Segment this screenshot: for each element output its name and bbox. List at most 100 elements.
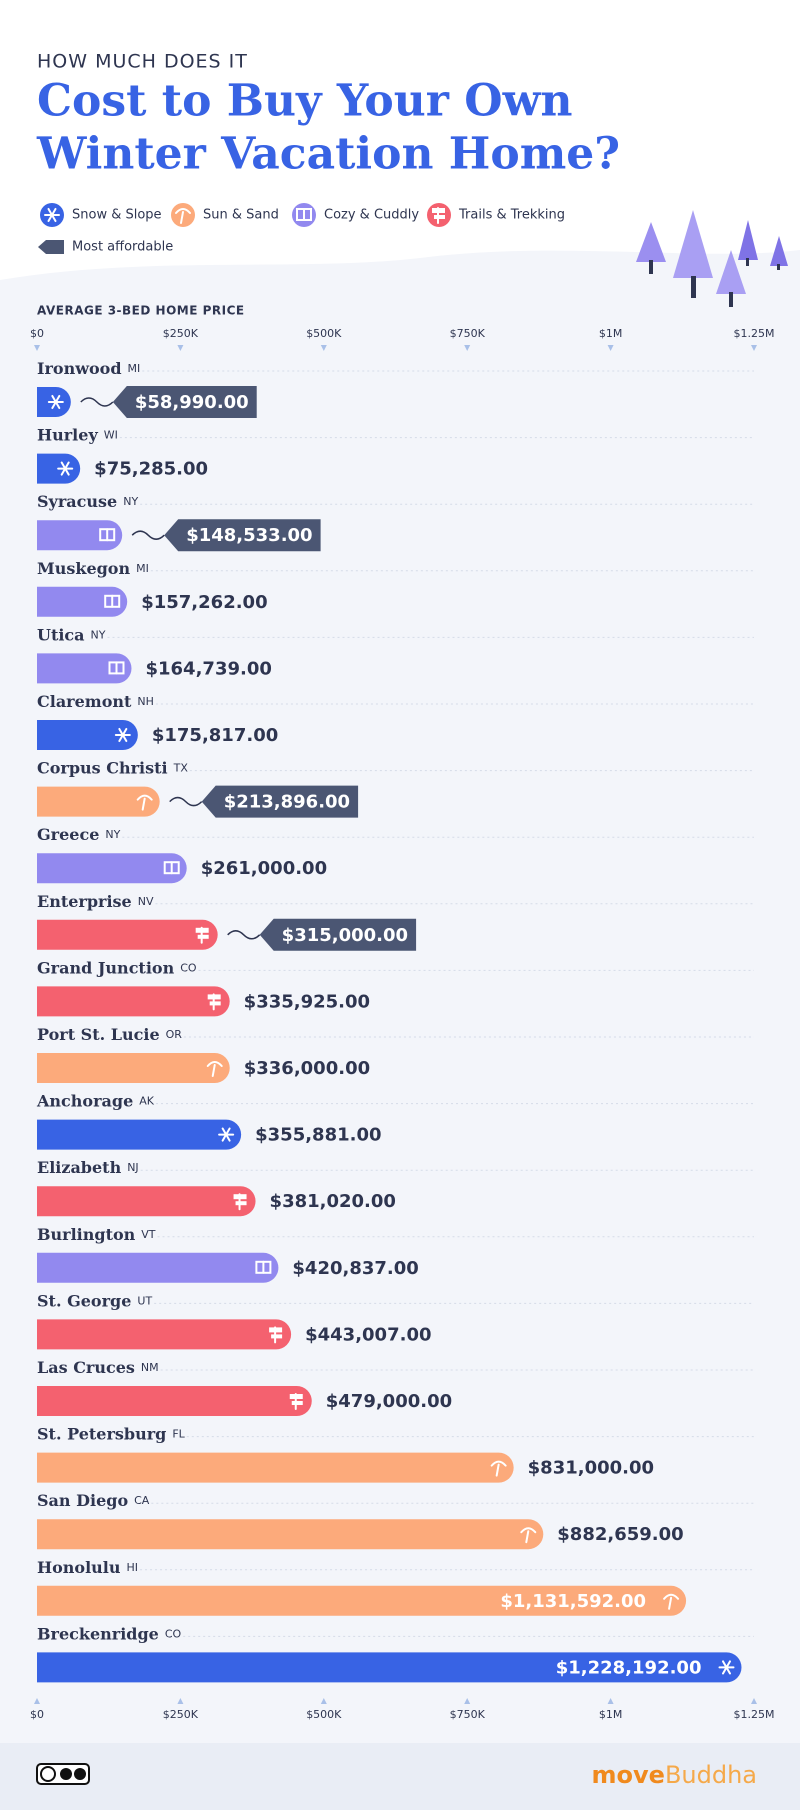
value-label: $157,262.00 [141,592,267,613]
title: Winter Vacation Home? [36,129,620,180]
legend-label: Snow & Slope [72,208,162,223]
bar [37,520,123,551]
tag-string [131,530,165,540]
state-label: TX [173,762,189,775]
legend-label: Cozy & Cuddly [324,208,419,223]
highlight-tag [201,785,359,818]
state-label: NY [123,495,138,508]
value-label: $336,000.00 [244,1058,370,1079]
value-label: $479,000.00 [326,1391,452,1412]
state-label: OR [166,1028,183,1041]
tick-mark [34,1698,40,1704]
x-tick-label: $1.25M [734,1708,775,1721]
axis-title: AVERAGE 3-BED HOME PRICE [37,304,245,318]
category-name: Burlington [37,1224,136,1243]
tag-string [227,930,261,940]
icon-stroke [668,1596,673,1610]
value-label: $213,896.00 [224,792,350,813]
category-label: Corpus Christi TX [37,758,188,777]
bar [37,1119,242,1150]
state-label: NY [91,628,106,641]
category-label: Syracuse NY [37,492,138,511]
state-label: NH [137,695,154,708]
icon-stroke [60,461,70,476]
value-label: $355,881.00 [255,1125,381,1146]
bar-icon [255,1260,272,1274]
state-label: AK [139,1095,155,1108]
bar-icon [296,208,312,221]
category-name: Syracuse [37,492,117,511]
bar [37,919,218,950]
brand: moveBuddha [592,1761,757,1789]
value-label: $420,837.00 [292,1258,418,1279]
highlight-tag [112,386,257,418]
value-label: $315,000.00 [282,925,408,946]
state-label: CO [180,961,197,974]
bar [37,586,128,617]
x-tick-label: $500K [306,327,342,340]
icon-stroke [221,1127,231,1142]
tick-mark [607,345,614,351]
icon-stroke [525,1530,530,1544]
category-label: Port St. Lucie OR [37,1025,182,1044]
value-label: $58,990.00 [135,392,249,413]
value-label: $1,131,592.00 [500,1591,646,1612]
x-tick-label: $500K [306,1708,342,1721]
category-name: Corpus Christi [37,758,168,777]
cc-icon [36,1763,90,1785]
value-label: $75,285.00 [94,459,208,480]
x-tick-label: $250K [163,327,199,340]
bar [37,786,160,817]
bar-icon [108,661,125,675]
brand-part: Buddha [665,1761,757,1789]
tick-mark [177,345,184,351]
bar-icon [207,993,221,1011]
category-name: Las Cruces [37,1358,135,1377]
category-label: St. George UT [37,1291,152,1310]
category-name: Greece [37,825,99,844]
icon-stroke [136,794,153,801]
bar [37,1252,279,1283]
bar-icon [490,1460,507,1477]
bar-icon [175,208,191,224]
category-name: Claremont [37,692,132,711]
category-name: San Diego [37,1491,128,1510]
category-name: Muskegon [37,558,130,577]
icon-stroke [180,211,184,224]
category-name: Utica [37,625,85,644]
legend-label: Trails & Trekking [458,208,565,223]
bar-icon [114,727,131,743]
bar [37,986,230,1017]
bar-icon [195,926,209,944]
state-label: NM [141,1361,159,1374]
category-label: Anchorage AK [36,1091,155,1110]
icon-stroke [141,797,146,811]
bar-icon [520,1527,537,1544]
category-label: Breckenridge CO [37,1624,182,1643]
bar-icon [289,1393,303,1410]
tick-mark [464,1698,471,1704]
state-label: WI [104,429,118,442]
category-name: Grand Junction [37,958,175,977]
supertitle: HOW MUCH DOES IT [37,51,248,73]
icon-stroke [47,207,57,223]
icon-stroke [51,394,61,410]
brand-part: move [592,1761,665,1789]
bar [37,1053,230,1083]
bar-icon [233,1193,247,1211]
header-bg [0,0,800,280]
bar [37,1519,544,1550]
category-name: Hurley [37,425,98,444]
tick-mark [751,345,757,351]
category-name: Anchorage [36,1091,133,1110]
tag-string [169,796,203,807]
bar [37,1186,256,1217]
tick-mark [320,345,327,351]
x-tick-label: $1M [599,1708,623,1721]
value-label: $1,228,192.00 [556,1657,702,1678]
category-label: Enterprise NV [37,891,154,910]
icon-stroke [721,1660,731,1675]
x-tick-label: $250K [163,1708,199,1721]
state-label: MI [136,562,149,575]
icon-shape [271,1334,283,1339]
